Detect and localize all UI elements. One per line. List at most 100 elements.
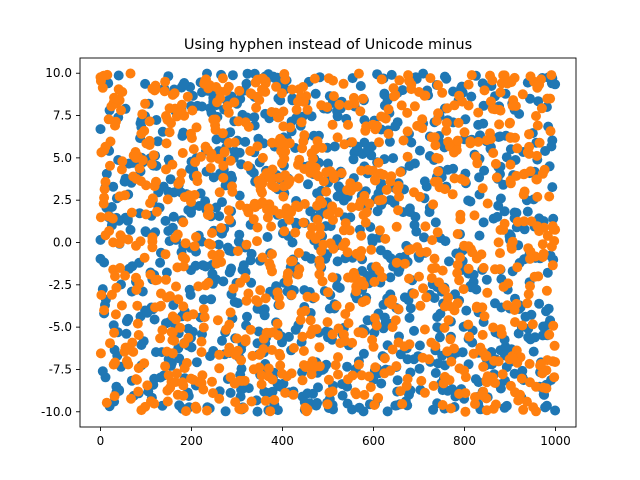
scatter-point	[353, 359, 364, 370]
scatter-point	[382, 249, 393, 260]
scatter-point	[322, 399, 333, 410]
scatter-point	[108, 237, 119, 248]
points-layer	[95, 68, 561, 417]
scatter-point	[332, 132, 343, 143]
scatter-point	[279, 69, 290, 79]
scatter-point	[459, 127, 470, 138]
y-axis: 10.0 7.5 5.0 2.5 0.0 -2.5 -5.0 -7.5 -10.0	[41, 66, 80, 419]
scatter-point	[373, 157, 384, 168]
scatter-point	[240, 117, 251, 128]
scatter-point	[351, 389, 362, 400]
scatter-point	[414, 340, 425, 351]
scatter-point	[414, 87, 424, 97]
scatter-point	[356, 165, 367, 176]
scatter-point	[283, 276, 293, 287]
scatter-point	[437, 400, 448, 410]
scatter-point	[196, 151, 206, 162]
scatter-point	[485, 96, 496, 107]
scatter-point	[437, 87, 448, 98]
scatter-point	[238, 403, 249, 414]
scatter-point	[414, 145, 425, 156]
scatter-point	[305, 329, 316, 340]
scatter-point	[267, 386, 278, 397]
scatter-point	[531, 150, 542, 161]
scatter-point	[142, 307, 153, 318]
scatter-point	[482, 371, 493, 382]
scatter-point	[374, 137, 384, 148]
scatter-point	[485, 134, 496, 144]
scatter-point	[337, 390, 348, 401]
scatter-point	[371, 320, 382, 331]
scatter-point	[101, 168, 112, 179]
scatter-point	[269, 394, 280, 405]
scatter-point	[494, 119, 505, 130]
scatter-point	[403, 70, 414, 81]
scatter-point	[348, 92, 359, 103]
scatter-point	[529, 271, 540, 282]
scatter-point	[452, 268, 463, 279]
scatter-point	[176, 168, 187, 179]
scatter-point	[169, 88, 180, 99]
scatter-point	[540, 402, 551, 413]
scatter-point	[427, 263, 438, 274]
scatter-point	[207, 388, 218, 399]
scatter-point	[198, 384, 209, 395]
scatter-point	[333, 323, 344, 334]
scatter-point	[384, 297, 394, 308]
scatter-point	[221, 86, 232, 96]
scatter-point	[455, 209, 466, 220]
scatter-point	[150, 84, 161, 95]
scatter-point	[212, 315, 223, 326]
scatter-point	[290, 227, 301, 238]
scatter-point	[267, 249, 277, 260]
scatter-point	[328, 75, 338, 86]
scatter-point	[288, 389, 299, 400]
scatter-point	[297, 143, 308, 154]
scatter-point	[299, 130, 310, 141]
scatter-point	[525, 93, 535, 104]
scatter-point	[323, 374, 334, 385]
scatter-point	[126, 393, 136, 404]
scatter-point	[242, 161, 253, 171]
scatter-point	[466, 70, 477, 81]
scatter-point	[251, 102, 262, 113]
chart-title: Using hyphen instead of Unicode minus	[184, 37, 472, 53]
scatter-point	[497, 369, 508, 380]
scatter-point	[549, 236, 560, 246]
scatter-point	[150, 302, 161, 313]
scatter-point	[463, 195, 474, 206]
scatter-point	[146, 159, 157, 170]
scatter-point	[546, 141, 557, 152]
scatter-point	[293, 96, 303, 107]
scatter-point	[500, 342, 511, 352]
scatter-point	[510, 132, 520, 143]
scatter-point	[473, 136, 484, 147]
scatter-point	[284, 138, 295, 149]
scatter-point	[275, 360, 286, 371]
scatter-point	[252, 296, 263, 307]
scatter-point	[300, 305, 311, 316]
scatter-point	[356, 370, 367, 381]
scatter-point	[173, 294, 184, 305]
scatter-point	[211, 202, 222, 213]
scatter-point	[131, 374, 141, 385]
scatter-point	[286, 256, 297, 267]
scatter-point	[182, 311, 193, 322]
scatter-point	[97, 82, 108, 93]
scatter-point	[466, 91, 477, 102]
scatter-point	[303, 179, 313, 190]
scatter-point	[464, 331, 475, 342]
scatter-point	[390, 315, 401, 326]
scatter-point	[404, 312, 415, 323]
scatter-point	[120, 270, 130, 281]
scatter-point	[479, 165, 490, 176]
scatter-point	[390, 121, 401, 132]
scatter-point	[178, 127, 189, 138]
scatter-point	[116, 105, 126, 116]
y-tick-label: -10.0	[41, 405, 72, 419]
scatter-point	[233, 236, 244, 247]
scatter-point	[417, 114, 428, 125]
scatter-point	[229, 378, 240, 389]
scatter-point	[364, 198, 375, 209]
scatter-point	[302, 388, 313, 399]
